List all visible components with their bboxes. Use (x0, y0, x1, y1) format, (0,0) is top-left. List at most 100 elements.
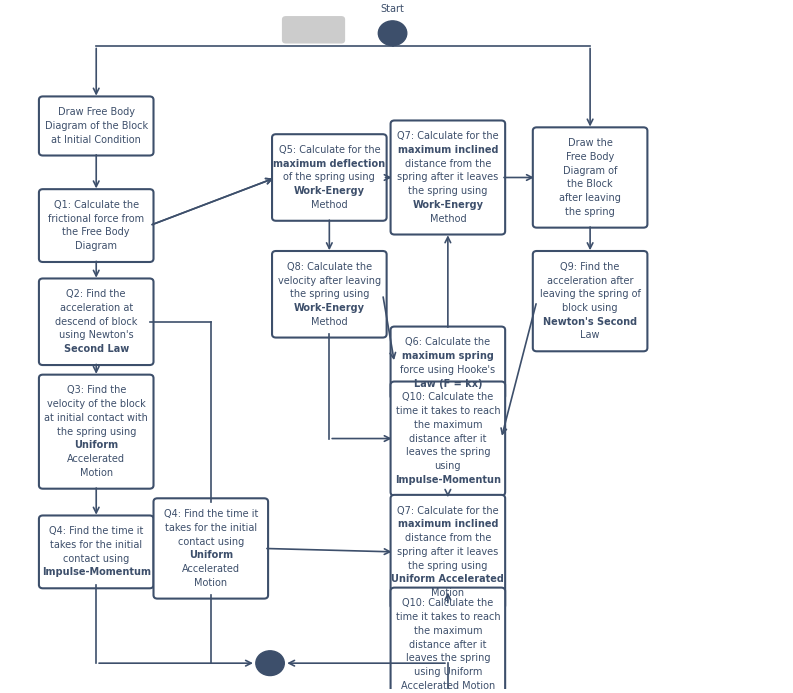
FancyBboxPatch shape (391, 382, 505, 495)
Text: Q8: Calculate the: Q8: Calculate the (287, 262, 372, 272)
Text: Law: Law (580, 331, 600, 340)
Text: maximum spring: maximum spring (402, 351, 494, 361)
Text: Work-Energy: Work-Energy (294, 303, 365, 313)
Text: Q1: Calculate the: Q1: Calculate the (54, 200, 139, 210)
FancyBboxPatch shape (533, 128, 647, 227)
Text: Diagram: Diagram (75, 241, 117, 251)
Text: takes for the initial: takes for the initial (50, 540, 142, 550)
Text: Second Law: Second Law (63, 344, 128, 354)
Text: at Initial Condition: at Initial Condition (52, 134, 141, 145)
FancyBboxPatch shape (39, 279, 154, 365)
Text: spring after it leaves: spring after it leaves (397, 173, 499, 182)
Text: velocity of the block: velocity of the block (47, 399, 146, 409)
FancyBboxPatch shape (391, 588, 505, 693)
FancyBboxPatch shape (282, 16, 345, 44)
Text: Free Body: Free Body (566, 152, 615, 162)
Text: Uniform: Uniform (189, 550, 233, 561)
Text: velocity after leaving: velocity after leaving (278, 276, 381, 286)
Text: Uniform: Uniform (75, 441, 118, 450)
FancyBboxPatch shape (39, 96, 154, 155)
Text: of the spring using: of the spring using (283, 173, 375, 182)
FancyBboxPatch shape (39, 375, 154, 489)
Text: contact using: contact using (178, 536, 244, 547)
Text: Motion: Motion (79, 468, 113, 478)
Text: Motion: Motion (194, 578, 228, 588)
Text: using: using (435, 461, 461, 471)
Text: the spring using: the spring using (289, 289, 369, 299)
Text: maximum inclined: maximum inclined (397, 145, 498, 155)
Text: Impulse-Momentum: Impulse-Momentum (42, 568, 151, 577)
Circle shape (378, 21, 407, 46)
Text: descend of block: descend of block (55, 317, 137, 327)
Text: Method: Method (430, 213, 466, 224)
Circle shape (256, 651, 284, 676)
FancyBboxPatch shape (154, 498, 268, 599)
Text: maximum inclined: maximum inclined (397, 520, 498, 529)
FancyBboxPatch shape (272, 134, 387, 221)
Text: the Free Body: the Free Body (63, 227, 130, 238)
Text: Q7: Calculate for the: Q7: Calculate for the (397, 506, 499, 516)
Text: block using: block using (562, 303, 618, 313)
Text: using Newton's: using Newton's (59, 331, 133, 340)
FancyBboxPatch shape (39, 516, 154, 588)
Text: spring after it leaves: spring after it leaves (397, 547, 499, 557)
Text: Q7: Calculate for the: Q7: Calculate for the (397, 131, 499, 141)
Text: leaving the spring of: leaving the spring of (540, 289, 641, 299)
Text: the spring using: the spring using (56, 427, 136, 437)
Text: leaves the spring: leaves the spring (405, 653, 490, 663)
Text: Q3: Find the: Q3: Find the (67, 385, 126, 396)
Text: Start: Start (381, 4, 404, 14)
Text: Q10: Calculate the: Q10: Calculate the (402, 599, 493, 608)
Text: Draw the: Draw the (568, 138, 612, 148)
Text: distance after it: distance after it (409, 640, 487, 649)
Text: Work-Energy: Work-Energy (294, 186, 365, 196)
Text: Accelerated: Accelerated (182, 564, 239, 574)
Text: Diagram of the Block: Diagram of the Block (44, 121, 147, 131)
Text: Impulse-Momentun: Impulse-Momentun (395, 475, 501, 485)
Text: distance from the: distance from the (404, 533, 491, 543)
Text: Q10: Calculate the: Q10: Calculate the (402, 392, 493, 403)
Text: Work-Energy: Work-Energy (412, 200, 484, 210)
Text: leaves the spring: leaves the spring (405, 447, 490, 457)
Text: Accelerated: Accelerated (67, 454, 125, 464)
Text: time it takes to reach: time it takes to reach (396, 612, 500, 622)
Text: takes for the initial: takes for the initial (165, 523, 257, 533)
Text: contact using: contact using (63, 554, 129, 564)
FancyBboxPatch shape (39, 189, 154, 262)
Text: acceleration after: acceleration after (547, 276, 634, 286)
Text: Q2: Find the: Q2: Find the (67, 289, 126, 299)
Text: Q5: Calculate for the: Q5: Calculate for the (278, 145, 380, 155)
Text: the maximum: the maximum (414, 626, 482, 636)
FancyBboxPatch shape (391, 326, 505, 399)
Text: distance after it: distance after it (409, 434, 487, 444)
Text: frictional force from: frictional force from (48, 213, 144, 224)
Text: using Uniform: using Uniform (414, 667, 482, 677)
Text: Draw Free Body: Draw Free Body (58, 107, 135, 117)
Text: acceleration at: acceleration at (59, 303, 133, 313)
Text: Law (F = kx): Law (F = kx) (414, 378, 482, 389)
Text: Motion: Motion (431, 588, 465, 598)
Text: maximum deflection: maximum deflection (274, 159, 385, 169)
FancyBboxPatch shape (391, 121, 505, 234)
Text: the spring using: the spring using (408, 186, 488, 196)
Text: Newton's Second: Newton's Second (543, 317, 637, 327)
Text: the maximum: the maximum (414, 420, 482, 430)
FancyBboxPatch shape (391, 495, 505, 609)
Text: the spring: the spring (565, 207, 615, 217)
Text: Uniform Accelerated: Uniform Accelerated (392, 574, 504, 584)
Text: Q6: Calculate the: Q6: Calculate the (405, 337, 490, 347)
Text: Diagram of: Diagram of (563, 166, 617, 175)
FancyBboxPatch shape (272, 251, 387, 337)
Text: Accelerated Motion: Accelerated Motion (400, 681, 495, 691)
Text: Q4: Find the time it: Q4: Find the time it (163, 509, 258, 519)
Text: Q9: Find the: Q9: Find the (561, 262, 620, 272)
Text: Method: Method (311, 317, 347, 327)
Text: after leaving: after leaving (559, 193, 621, 203)
Text: Method: Method (311, 200, 347, 210)
Text: the Block: the Block (567, 179, 613, 189)
Text: force using Hooke's: force using Hooke's (400, 365, 496, 375)
Text: at initial contact with: at initial contact with (44, 413, 148, 423)
Text: time it takes to reach: time it takes to reach (396, 406, 500, 416)
Text: the spring using: the spring using (408, 561, 488, 570)
Text: Q4: Find the time it: Q4: Find the time it (49, 526, 144, 536)
